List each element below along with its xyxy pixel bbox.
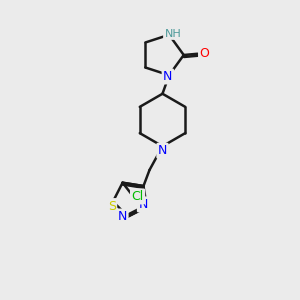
Text: O: O [200, 47, 209, 60]
Text: N: N [118, 210, 127, 223]
Text: S: S [108, 200, 116, 213]
Text: N: N [138, 198, 148, 211]
Text: NH: NH [164, 28, 181, 38]
Text: N: N [158, 144, 167, 157]
Text: N: N [163, 70, 172, 83]
Text: Cl: Cl [131, 190, 144, 203]
